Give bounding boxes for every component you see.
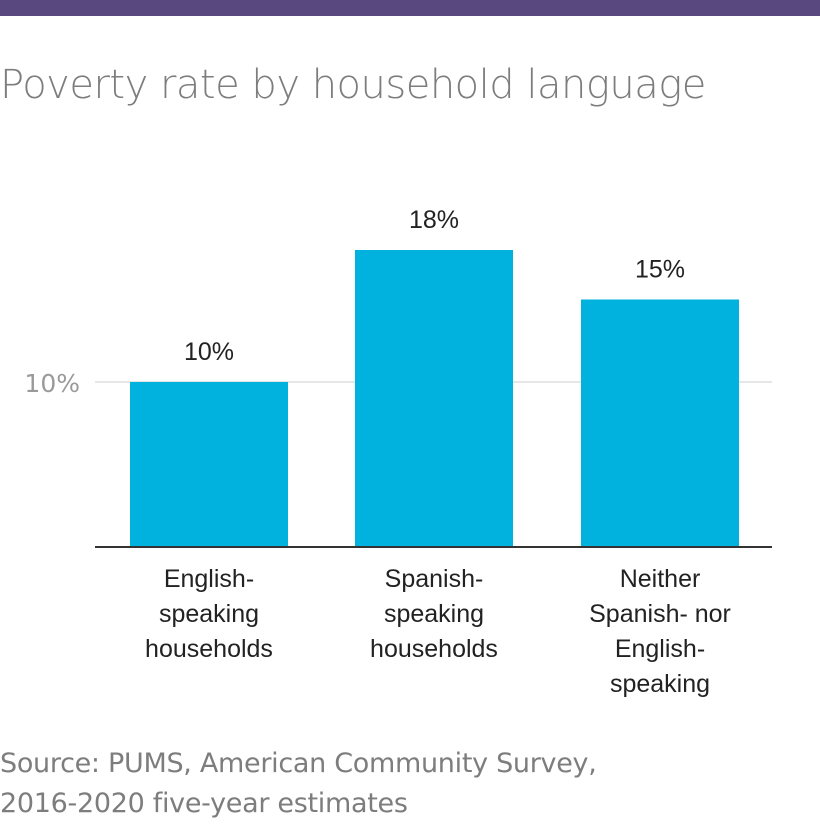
category-label: Spanish-speaking households [370,565,498,663]
bars [130,250,739,547]
category-label: Neither Spanish- nor English-speaking [589,565,731,698]
source-note: Source: PUMS, American Community Survey,… [0,744,597,824]
bar [355,250,513,547]
y-tick-label: 10% [24,369,80,398]
source-line-2: 2016-2020 five-year estimates [0,788,408,819]
category-label: English-speaking households [145,565,273,663]
source-line-1: Source: PUMS, American Community Survey, [0,748,597,779]
value-label: 18% [409,206,459,234]
bar [581,299,739,547]
chart-title: Poverty rate by household language [0,62,706,108]
value-label: 15% [635,256,685,284]
labels: 10% 10% English-speaking households 18% Spani… [24,206,730,698]
value-label: 10% [184,338,234,366]
top-accent-bar [0,0,820,16]
bar [130,382,288,547]
